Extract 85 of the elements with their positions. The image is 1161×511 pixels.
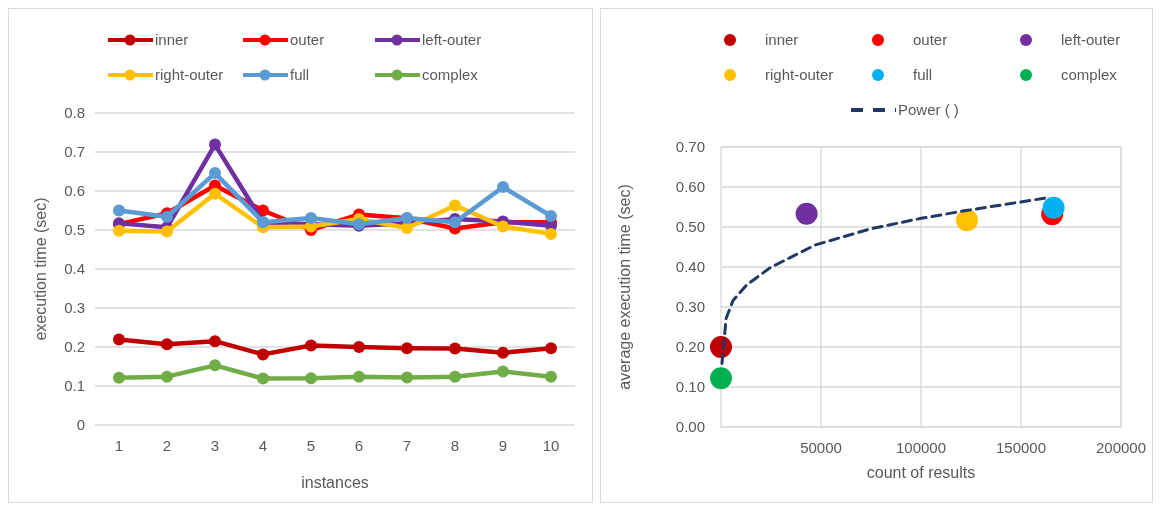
x-tick-label: 200000 [1095,439,1147,456]
point [209,138,221,151]
y-tick-label: 0.00 [675,418,705,436]
legend-label: Power ( ) [898,101,959,119]
point [795,202,818,225]
y-tick-label: 0.60 [675,178,705,196]
point [305,339,317,352]
legend-label: complex [1061,66,1118,84]
point [401,371,413,384]
point [161,370,173,383]
legend-label: complex [422,66,479,84]
point [161,225,173,238]
point [257,348,269,361]
x-tick-label: 50000 [800,439,842,456]
x-tick-label: 5 [306,437,316,454]
point [710,367,732,390]
legend-label: left-outer [1061,31,1121,49]
point [113,204,125,217]
legend-label: right-outer [155,66,224,84]
y-tick-label: 0.8 [64,104,85,122]
y-tick-label: 0.5 [64,221,85,239]
x-tick-label: 10 [542,437,560,454]
point [1042,196,1065,219]
point [449,370,461,383]
x-tick-label: 4 [258,437,268,454]
x-tick-label: 7 [402,437,412,454]
legend-label: full [913,66,933,84]
y-tick-label: 0.20 [675,338,705,356]
point [113,224,125,237]
point [209,359,221,372]
point [545,342,557,355]
point [305,372,317,385]
point [161,338,173,351]
point [353,370,365,383]
y-tick-label: 0.7 [64,143,85,161]
y-tick-label: 0.1 [64,377,85,395]
point [449,342,461,355]
x-axis-title: instances [301,474,369,491]
point [209,335,221,348]
point [497,181,509,194]
legend-label: right-outer [765,66,834,84]
legend-label: full [290,66,310,84]
x-tick-label: 3 [210,437,220,454]
point [545,209,557,222]
y-tick-label: 0.50 [675,218,705,236]
point [257,372,269,385]
point [401,222,413,235]
x-tick-label: 2 [162,437,172,454]
point [305,211,317,224]
x-tick-label: 6 [354,437,364,454]
point [449,199,461,212]
x-tick-label: 100000 [895,439,947,456]
y-tick-label: 0.70 [675,138,705,156]
x-tick-label: 1 [114,437,124,454]
x-axis-title: count of results [866,464,976,481]
y-tick-label: 0.3 [64,299,85,317]
point [209,167,221,180]
point [113,333,125,346]
point [497,220,509,233]
y-tick-label: 0.6 [64,182,85,200]
y-tick-label: 0 [76,416,85,434]
point [401,342,413,355]
y-tick-label: 0.2 [64,338,85,356]
point [353,341,365,353]
legend-label: outer [913,31,948,49]
point [497,346,509,359]
legend-label: inner [765,31,799,49]
x-tick-label: 150000 [995,439,1047,456]
point [497,365,509,378]
y-axis-title: average execution time (sec) [616,184,633,390]
x-tick-label: 8 [450,437,460,454]
y-axis-title: execution time (sec) [32,197,49,341]
legend-label: inner [155,31,189,49]
point [113,371,125,384]
y-tick-label: 0.40 [675,258,705,276]
y-tick-label: 0.4 [64,260,85,278]
y-tick-label: 0.10 [675,378,705,396]
x-tick-label: 9 [498,437,508,454]
y-tick-label: 0.30 [675,298,705,316]
legend-label: left-outer [422,31,482,49]
legend-label: outer [290,31,325,49]
point [209,187,221,200]
point [956,209,978,232]
point [545,227,557,240]
point [545,370,557,383]
